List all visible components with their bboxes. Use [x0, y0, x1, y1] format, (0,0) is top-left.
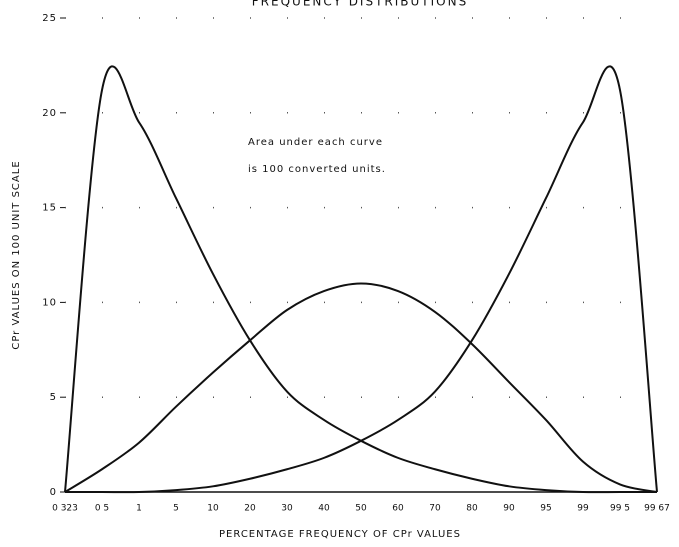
- x-tick-label: 40: [318, 504, 330, 514]
- x-tick-label: 70: [429, 504, 441, 514]
- x-tick-label: 20: [244, 504, 256, 514]
- annotation: is 100 converted units.: [248, 164, 386, 175]
- x-tick-label: 0 5: [95, 504, 109, 514]
- curve: [64, 65, 658, 494]
- x-tick-label: 1: [136, 504, 142, 514]
- y-axis-label: CPr VALUES ON 100 UNIT SCALE: [11, 160, 22, 349]
- x-tick-label: 30: [281, 504, 293, 514]
- x-tick-label: 99 67: [644, 504, 670, 514]
- x-tick-label: 60: [392, 504, 404, 514]
- x-tick-label: 90: [503, 504, 515, 514]
- curve: [64, 65, 657, 494]
- x-tick-label: 10: [207, 504, 219, 514]
- y-tick-label: 20: [42, 108, 57, 119]
- x-tick-label: 5: [173, 504, 179, 514]
- annotation: Area under each curve: [248, 137, 383, 148]
- x-tick-label: 99 5: [610, 504, 630, 514]
- chart-title: FREQUENCY DISTRIBUTIONS: [252, 0, 468, 9]
- curve: [64, 282, 658, 493]
- x-tick-label: 80: [466, 504, 478, 514]
- x-tick-label: 95: [540, 504, 551, 514]
- x-axis-label: PERCENTAGE FREQUENCY OF CPr VALUES: [219, 529, 461, 540]
- x-tick-label: 99: [577, 504, 589, 514]
- y-tick-label: 5: [50, 392, 57, 403]
- y-tick-label: 10: [42, 297, 57, 308]
- y-tick-label: 15: [42, 203, 57, 214]
- y-tick-label: 25: [42, 13, 57, 24]
- x-tick-label: 0 323: [52, 504, 78, 514]
- y-tick-label: 0: [50, 487, 57, 498]
- x-tick-label: 50: [355, 504, 367, 514]
